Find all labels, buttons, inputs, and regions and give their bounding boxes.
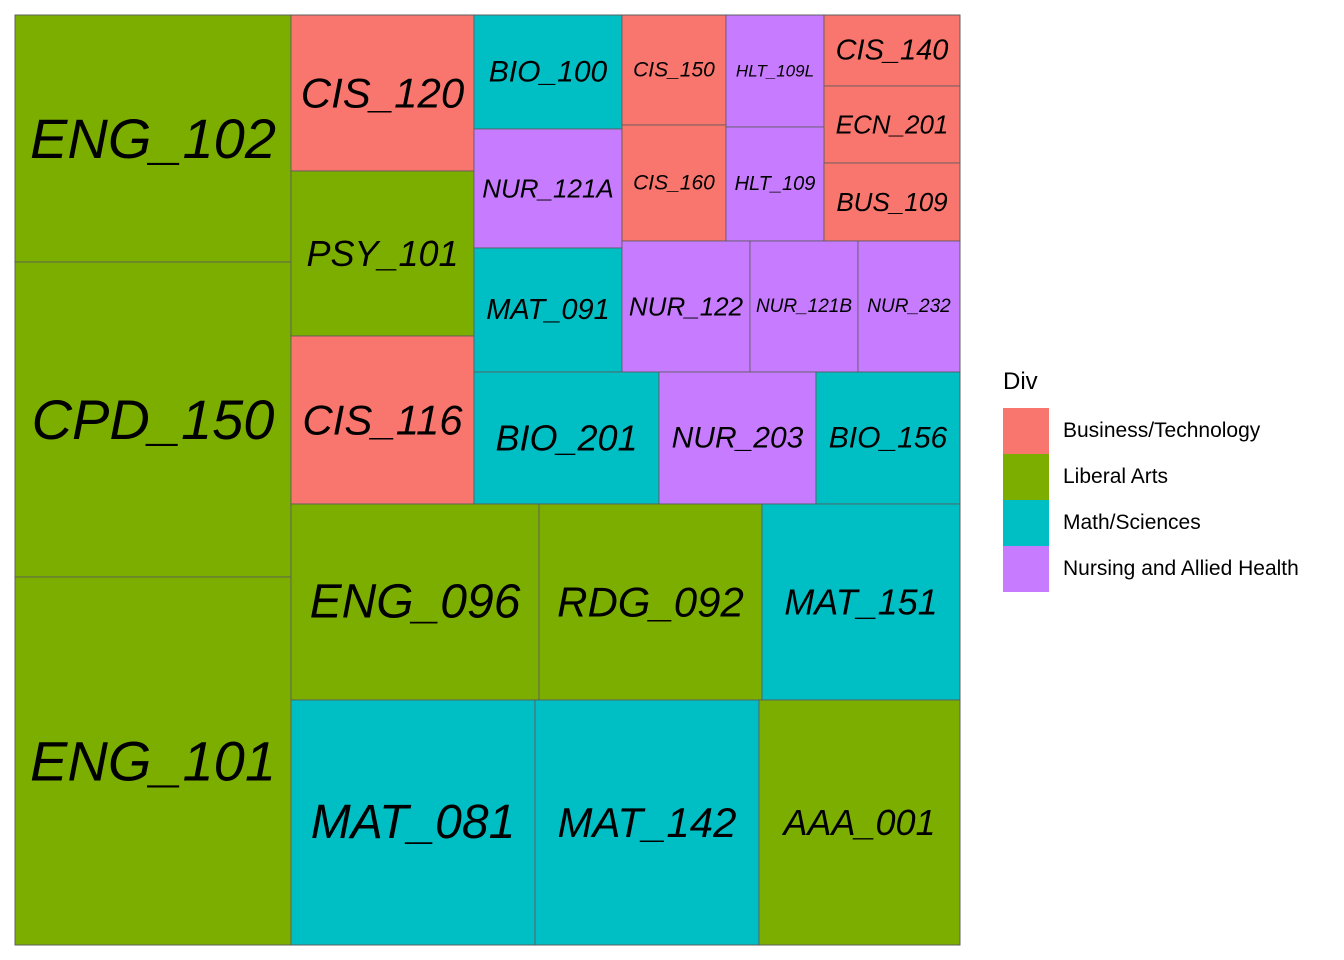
legend-key	[1003, 454, 1049, 500]
treemap-tile-eng-102: ENG_102	[14, 14, 292, 263]
treemap-tile-hlt-109: HLT_109	[725, 126, 825, 242]
tile-rect	[534, 699, 760, 946]
treemap-tile-ecn-201: ECN_201	[823, 85, 961, 164]
tile-label: BUS_109	[836, 187, 947, 217]
tile-rect	[473, 247, 623, 373]
legend-key	[1003, 500, 1049, 546]
treemap-tile-cis-160: CIS_160	[621, 124, 727, 242]
treemap-tile-bio-201: BIO_201	[473, 371, 660, 505]
tile-rect	[290, 14, 475, 172]
tile-label: RDG_092	[557, 579, 744, 626]
tile-label: HLT_109L	[736, 62, 814, 81]
tile-label: CIS_140	[836, 35, 949, 67]
legend-item-nursing-allied-health: Nursing and Allied Health	[1003, 546, 1299, 592]
tile-rect	[823, 162, 961, 242]
treemap-tile-mat-151: MAT_151	[761, 503, 961, 701]
treemap-tile-nur-121b: NUR_121B	[749, 240, 859, 373]
treemap-tile-aaa-001: AAA_001	[758, 699, 961, 946]
tile-rect	[290, 503, 540, 701]
tile-label: ENG_101	[30, 730, 276, 793]
treemap-tile-eng-096: ENG_096	[290, 503, 540, 701]
tile-label: BIO_100	[489, 56, 608, 89]
tile-rect	[473, 371, 660, 505]
legend-label: Liberal Arts	[1063, 465, 1169, 488]
treemap-tile-cis-140: CIS_140	[823, 14, 961, 87]
tile-rect	[538, 503, 763, 701]
tile-rect	[290, 699, 536, 946]
tile-label: MAT_142	[558, 799, 737, 846]
treemap-tile-bus-109: BUS_109	[823, 162, 961, 242]
tile-label: HLT_109	[735, 173, 816, 195]
tile-label: NUR_232	[867, 296, 951, 317]
tile-label: CIS_160	[633, 172, 715, 195]
tile-label: MAT_081	[311, 796, 516, 849]
tile-rect	[14, 261, 292, 578]
treemap-tile-mat-142: MAT_142	[534, 699, 760, 946]
tile-label: NUR_121B	[756, 296, 852, 317]
treemap-border	[14, 14, 961, 946]
treemap-tile-nur-121a: NUR_121A	[473, 128, 623, 249]
tile-label: PSY_101	[306, 233, 458, 274]
tile-label: ENG_096	[310, 576, 521, 629]
tile-label: ENG_102	[30, 107, 276, 170]
tile-rect	[725, 14, 825, 128]
tile-label: CIS_116	[302, 397, 463, 444]
treemap-tile-eng-101: ENG_101	[14, 576, 292, 946]
tile-label: NUR_122	[629, 292, 744, 322]
tile-rect	[14, 14, 292, 263]
treemap-tile-nur-203: NUR_203	[658, 371, 817, 505]
legend-item-liberal-arts: Liberal Arts	[1003, 454, 1299, 500]
tile-rect	[621, 124, 727, 242]
treemap-tile-nur-232: NUR_232	[857, 240, 961, 373]
treemap-tile-nur-122: NUR_122	[621, 240, 751, 373]
tile-label: MAT_091	[486, 294, 610, 326]
tile-rect	[823, 14, 961, 87]
tile-label: ECN_201	[836, 110, 949, 140]
tile-rect	[290, 335, 475, 505]
treemap-tile-cis-120: CIS_120	[290, 14, 475, 172]
treemap-tile-mat-091: MAT_091	[473, 247, 623, 373]
tile-label: NUR_121A	[482, 174, 614, 204]
tile-label: AAA_001	[781, 802, 935, 843]
tile-label: BIO_156	[829, 422, 948, 455]
tile-rect	[758, 699, 961, 946]
legend-item-math-sciences: Math/Sciences	[1003, 500, 1299, 546]
legend-key	[1003, 546, 1049, 592]
treemap-tile-rdg-092: RDG_092	[538, 503, 763, 701]
legend-key	[1003, 408, 1049, 454]
tile-rect	[857, 240, 961, 373]
treemap-tile-mat-081: MAT_081	[290, 699, 536, 946]
treemap-tile-cpd-150: CPD_150	[14, 261, 292, 578]
tile-label: BIO_201	[495, 418, 637, 459]
tile-label: MAT_151	[784, 582, 937, 623]
tile-rect	[290, 170, 475, 337]
tile-label: CPD_150	[32, 388, 275, 451]
legend-item-business-technology: Business/Technology	[1003, 408, 1299, 454]
legend-label: Business/Technology	[1063, 419, 1261, 442]
tile-label: CIS_150	[633, 59, 715, 82]
treemap-tile-cis-116: CIS_116	[290, 335, 475, 505]
legend-title: Div	[1003, 368, 1038, 395]
legend-label: Nursing and Allied Health	[1063, 557, 1299, 580]
tile-rect	[815, 371, 961, 505]
tile-rect	[473, 14, 623, 130]
tile-rect	[14, 576, 292, 946]
treemap-tile-bio-156: BIO_156	[815, 371, 961, 505]
tile-label: NUR_203	[672, 422, 804, 455]
tile-rect	[621, 240, 751, 373]
tile-label: CIS_120	[301, 70, 465, 117]
legend-label: Math/Sciences	[1063, 511, 1201, 534]
tile-rect	[761, 503, 961, 701]
tile-rect	[823, 85, 961, 164]
treemap-tile-hlt-109l: HLT_109L	[725, 14, 825, 128]
treemap-tile-psy-101: PSY_101	[290, 170, 475, 337]
legend: Div Business/Technology Liberal Arts Mat…	[1003, 366, 1299, 592]
treemap-tile-bio-100: BIO_100	[473, 14, 623, 130]
tile-rect	[473, 128, 623, 249]
treemap-tile-cis-150: CIS_150	[621, 14, 727, 126]
